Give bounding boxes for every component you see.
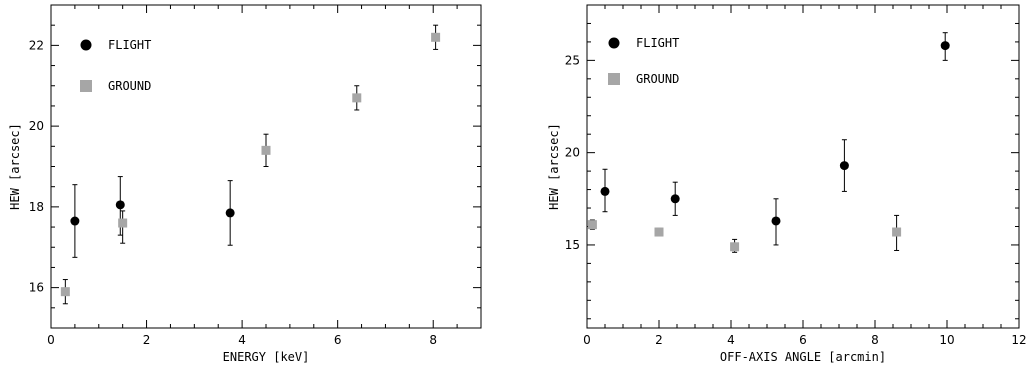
ground-point xyxy=(261,145,271,155)
legend-flight-marker xyxy=(608,37,620,49)
chart-off-axis: 0 2 4 6 8 10 12 15 20 25 OFF-AXIS ANGLE [arcmin] HE… xyxy=(547,4,1027,364)
flight-point xyxy=(225,208,235,218)
x-tick-label: 10 xyxy=(939,333,954,347)
x-tick-label: 0 xyxy=(47,333,55,347)
y-axis-label: HEW [arcsec] xyxy=(547,123,561,210)
flight-point xyxy=(115,200,125,210)
x-tick-label: 6 xyxy=(334,333,342,347)
ground-point xyxy=(654,227,664,237)
flight-point xyxy=(70,216,80,226)
y-tick-label: 20 xyxy=(29,119,44,133)
y-axis-label: HEW [arcsec] xyxy=(8,123,22,210)
ground-point xyxy=(892,227,902,237)
legend-label: GROUND xyxy=(108,79,151,93)
y-tick-label: 20 xyxy=(565,146,580,160)
x-tick-label: 6 xyxy=(799,333,807,347)
x-tick-label: 2 xyxy=(143,333,151,347)
legend-label: FLIGHT xyxy=(636,36,679,50)
x-tick-label: 12 xyxy=(1011,333,1026,347)
x-tick-label: 8 xyxy=(871,333,879,347)
flight-point xyxy=(670,194,680,204)
ground-point xyxy=(587,220,597,230)
x-tick-label: 4 xyxy=(238,333,246,347)
ground-point xyxy=(730,242,740,252)
ground-point xyxy=(352,93,362,103)
x-axis-label: OFF-AXIS ANGLE [arcmin] xyxy=(720,350,886,364)
legend-ground-marker xyxy=(608,73,620,85)
x-axis-label: ENERGY [keV] xyxy=(223,350,310,364)
plot-frame xyxy=(586,4,1020,329)
ground-point xyxy=(118,218,128,228)
ground-point xyxy=(60,287,70,297)
x-tick-label: 2 xyxy=(655,333,663,347)
ground-point xyxy=(431,32,441,42)
legend-ground-marker xyxy=(80,80,92,92)
x-tick-label: 4 xyxy=(727,333,735,347)
y-tick-label: 16 xyxy=(29,281,44,295)
flight-point xyxy=(771,216,781,226)
flight-point xyxy=(839,161,849,171)
legend-label: FLIGHT xyxy=(108,38,151,52)
legend-flight-marker xyxy=(80,39,92,51)
y-tick-label: 22 xyxy=(29,38,44,52)
y-tick-label: 18 xyxy=(29,200,44,214)
flight-point xyxy=(940,41,950,51)
y-tick-label: 15 xyxy=(565,238,580,252)
chart-energy: 0 2 4 6 8 16 18 20 22 ENERGY [keV] HEW [arcsec] FLI… xyxy=(8,4,482,364)
flight-point xyxy=(600,186,610,196)
x-tick-label: 0 xyxy=(583,333,591,347)
x-tick-label: 8 xyxy=(429,333,437,347)
legend-label: GROUND xyxy=(636,72,679,86)
y-tick-label: 25 xyxy=(565,53,580,67)
